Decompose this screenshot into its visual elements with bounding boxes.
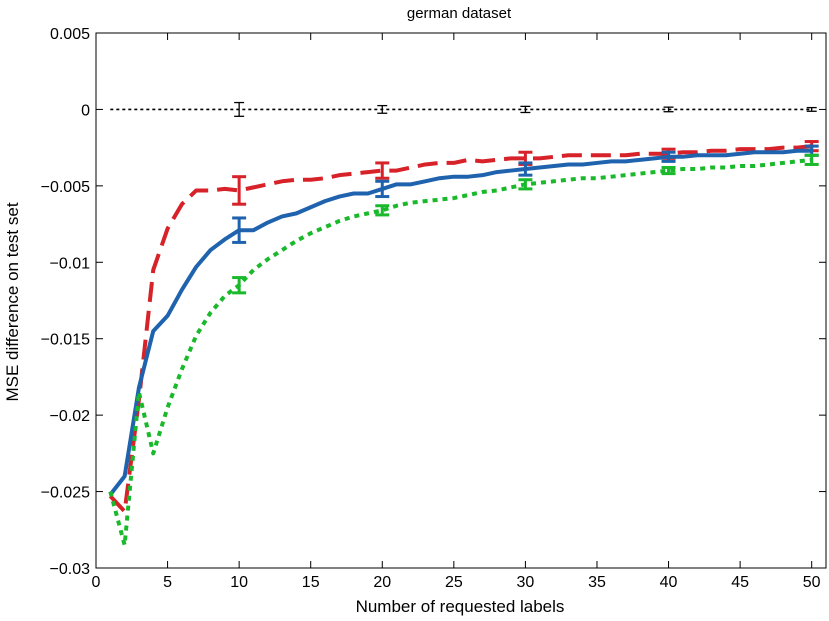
x-tick-label: 40 <box>660 574 678 591</box>
error-bar <box>806 106 817 112</box>
x-tick-label: 20 <box>373 574 391 591</box>
x-tick-label: 25 <box>445 574 463 591</box>
y-tick-label: 0 <box>81 102 90 119</box>
series-3 <box>108 153 819 548</box>
x-tick-label: 45 <box>731 574 749 591</box>
error-bar <box>661 150 676 163</box>
y-tick-label: 0.005 <box>50 26 90 43</box>
y-axis-title: MSE difference on test set <box>3 202 22 401</box>
series-line <box>108 148 812 496</box>
error-bar <box>663 106 674 113</box>
axes-frame <box>95 32 827 569</box>
y-tick-label: −0.03 <box>50 561 91 578</box>
error-bar <box>234 101 245 117</box>
y-tick-label: −0.015 <box>41 332 90 349</box>
x-tick-label: 15 <box>302 574 320 591</box>
series-line <box>108 157 812 548</box>
axis-ticks: 0 5 10 15 20 25 30 35 40 45 50 0.005 0 −0.005 −0.01 −0.… <box>41 26 826 591</box>
series-line <box>108 144 812 514</box>
y-tick-label: −0.01 <box>50 255 91 272</box>
y-tick-label: −0.025 <box>41 485 90 502</box>
x-tick-label: 35 <box>588 574 606 591</box>
series-2 <box>108 144 819 496</box>
error-bar <box>518 161 533 177</box>
x-tick-label: 50 <box>803 574 821 591</box>
error-bar <box>375 179 390 199</box>
error-bar <box>232 175 247 206</box>
error-bar <box>804 153 819 166</box>
series-0 <box>110 101 817 117</box>
error-bar <box>375 161 390 180</box>
error-bar <box>377 104 388 114</box>
y-tick-label: −0.005 <box>41 179 90 196</box>
y-tick-label: −0.02 <box>50 408 91 425</box>
error-bar <box>518 178 533 191</box>
x-tick-label: 30 <box>517 574 535 591</box>
x-tick-label: 10 <box>230 574 248 591</box>
error-bar <box>520 105 531 114</box>
x-tick-label: 0 <box>92 574 101 591</box>
error-bar <box>661 166 676 176</box>
plot-area <box>108 101 819 548</box>
error-bar <box>232 276 247 295</box>
x-tick-label: 5 <box>163 574 172 591</box>
error-bar <box>375 204 390 217</box>
chart-title: german dataset <box>407 5 512 22</box>
error-bar <box>232 216 247 244</box>
x-axis-title: Number of requested labels <box>356 597 565 616</box>
